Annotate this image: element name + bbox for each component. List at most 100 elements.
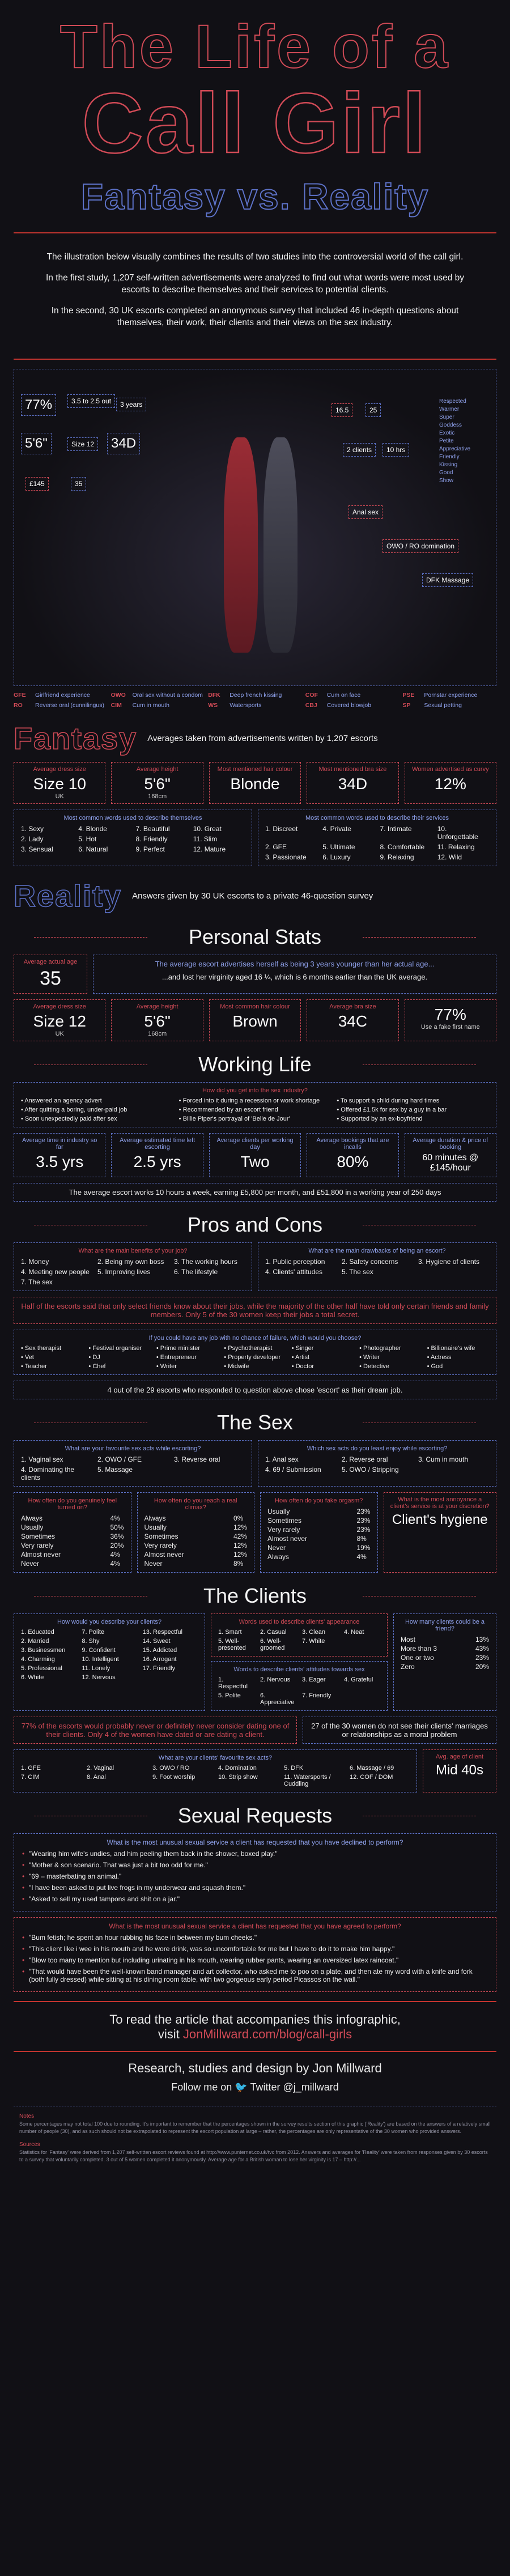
sex-fav-item: 2. OWO / GFE xyxy=(97,1455,142,1463)
word-item: 12. Wild xyxy=(437,853,462,861)
freq-value: 4% xyxy=(110,1559,120,1568)
client-fav-item: 7. CIM xyxy=(21,1773,40,1781)
legend-item: COF Cum on face xyxy=(305,691,361,699)
sex-fav-row: What are your favourite sex acts while e… xyxy=(14,1440,496,1487)
client-desc-grid: 1. Educated 7. Polite 13. Respectful 2. Mar… xyxy=(21,1629,198,1681)
title-line-2: Call Girl xyxy=(81,75,428,171)
fantasy-header: Fantasy Averages taken from advertisemen… xyxy=(13,721,496,756)
pros-cons-row: What are the main benefits of your job? … xyxy=(14,1242,496,1291)
stat-card: Average duration & price of booking 60 mi… xyxy=(404,1132,497,1177)
freq-label: Very rarely xyxy=(144,1541,177,1549)
figure-fantasy xyxy=(224,437,258,653)
sex-fav-item: 3. Reverse oral xyxy=(174,1455,220,1463)
career-item: • Festival organiser xyxy=(88,1344,142,1352)
clients-middle: Words used to describe clients' appearan… xyxy=(211,1613,388,1711)
abbrev-legend: GFE Girlfriend experience OWO Oral sex wit… xyxy=(14,692,496,709)
pro-item: 1. Money xyxy=(21,1257,49,1266)
ill-size: Size 12 xyxy=(67,437,99,451)
twitter-link[interactable]: Twitter @j_millward xyxy=(250,2081,339,2093)
sex-fav-item: 5. Massage xyxy=(97,1465,133,1474)
word-item: 8. Friendly xyxy=(135,834,168,843)
personal-stats: Average dress size Size 12 UK Average heig… xyxy=(14,999,497,1041)
client-age-card: Avg. age of client Mid 40s xyxy=(423,1749,496,1792)
freq-table: Always 4% Usually 50% Sometimes 36% Very rarel… xyxy=(21,1514,124,1568)
legend-item: RO Reverse oral (cunnilingus) xyxy=(14,701,104,709)
attitude-item: 4. Grateful xyxy=(344,1676,373,1683)
client-fav-item: 1. GFE xyxy=(21,1764,41,1772)
client-fav-item: 11. Watersports / Cuddling xyxy=(284,1773,331,1787)
words-themselves: Most common words used to describe thems… xyxy=(14,809,252,866)
appear-grid: 1. Smart 2. Casual 3. Clean 4. Neat 5. Well-… xyxy=(218,1629,380,1651)
client-desc-item: 6. White xyxy=(21,1674,44,1681)
attitude-grid: 1. Respectful 2. Nervous 3. Eager 4. Gratef… xyxy=(218,1676,380,1706)
freq-value: 13% xyxy=(475,1635,489,1643)
career-item: • Singer xyxy=(291,1344,314,1352)
career-row: If you could have any job with no chance… xyxy=(14,1329,496,1375)
freq-label: Never xyxy=(21,1559,40,1568)
freq-label: Always xyxy=(21,1514,43,1522)
sex-least-item: 2. Reverse oral xyxy=(342,1455,388,1463)
footer: To read the article that accompanies thi… xyxy=(0,2012,510,2093)
freq-value: 50% xyxy=(110,1523,124,1531)
freq-label: Usually xyxy=(144,1523,167,1531)
word-item: 9. Perfect xyxy=(135,845,165,853)
cons-list: What are the main drawbacks of being an … xyxy=(258,1242,496,1291)
freq-value: 12% xyxy=(233,1541,247,1549)
career-item: • Doctor xyxy=(291,1362,314,1370)
stat-card: Most mentioned bra size 34D xyxy=(307,761,399,804)
word-item: 2. Lady xyxy=(21,834,44,843)
divider xyxy=(14,2000,496,2002)
ill-bra: 34D xyxy=(107,432,141,454)
title-line-1: The Life of a xyxy=(60,12,450,80)
quote-item: "Bum fetish; he spent an hour rubbing hi… xyxy=(22,1934,488,1941)
ill-e: Anal sex xyxy=(348,505,383,519)
sex-least-item: 1. Anal sex xyxy=(265,1455,299,1463)
career-item: • Property developer xyxy=(224,1353,281,1361)
clients-desc: How would you describe your clients? 1. … xyxy=(14,1613,205,1711)
personal-age-row: Average actual age 35 The average escort … xyxy=(14,954,496,994)
career-item: • Writer xyxy=(359,1353,380,1361)
stat-card: Average bra size 34C xyxy=(307,999,399,1041)
freq-value: 20% xyxy=(110,1541,124,1549)
client-desc-item: 13. Respectful xyxy=(142,1628,182,1636)
orgasm-freq: How often do you reach a real climax? Alw… xyxy=(137,1492,254,1573)
how-row: How did you get into the sex industry? •… xyxy=(14,1082,496,1127)
stat-card: Most mentioned hair colour Blonde xyxy=(209,761,301,804)
client-fav-row: What are your clients' favourite sex act… xyxy=(14,1749,496,1792)
article-link[interactable]: JonMillward.com/blog/call-girls xyxy=(182,2026,352,2041)
ill-pct: 77% xyxy=(21,394,57,416)
turned-on-freq: How often do you genuinely feel turned o… xyxy=(14,1492,131,1573)
attitude-item: 7. Friendly xyxy=(302,1692,332,1699)
freq-value: 8% xyxy=(356,1534,367,1543)
client-fav-item: 4. Domination xyxy=(218,1764,257,1772)
freq-value: 23% xyxy=(475,1653,489,1662)
subtitle: Fantasy vs. Reality xyxy=(80,176,430,218)
stat-card: Average height 5'6" 168cm xyxy=(111,999,203,1041)
appear-item: 5. Well-presented xyxy=(218,1637,246,1651)
pro-item: 6. The lifestyle xyxy=(174,1267,218,1276)
cheat-note: 77% of the escorts would probably never … xyxy=(14,1716,297,1744)
ill-a: 16.5 xyxy=(332,403,353,417)
word-item: 3. Sensual xyxy=(21,845,53,853)
career-item: • Photographer xyxy=(359,1344,401,1352)
sex-least: Which sex acts do you least enjoy while … xyxy=(258,1440,496,1487)
freq-label: Almost never xyxy=(144,1550,184,1559)
freq-label: Zero xyxy=(401,1662,415,1671)
word-item: 7. Beautiful xyxy=(135,824,170,833)
client-fav-item: 10. Strip show xyxy=(218,1773,258,1781)
pros-list: What are the main benefits of your job? … xyxy=(14,1242,252,1291)
client-desc-item: 3. Businessmen xyxy=(21,1646,66,1654)
sex-fav-grid: 1. Vaginal sex 2. OWO / GFE 3. Reverse ora… xyxy=(21,1455,245,1481)
clients-heading: The Clients xyxy=(0,1584,510,1608)
how-item: • Forced into it during a recession or w… xyxy=(178,1097,320,1104)
freq-value: 12% xyxy=(233,1523,247,1531)
freq-value: 23% xyxy=(356,1507,371,1515)
client-desc-item: 17. Friendly xyxy=(142,1664,176,1672)
word-item: 6. Natural xyxy=(78,845,108,853)
ill-fee: £145 xyxy=(26,476,49,491)
freq-value: 0% xyxy=(233,1514,244,1522)
figure-reality xyxy=(264,437,298,653)
ill-g: DFK Massage xyxy=(422,573,474,587)
freq-label: Most xyxy=(401,1635,416,1643)
client-fav-item: 2. Vaginal xyxy=(87,1764,114,1772)
